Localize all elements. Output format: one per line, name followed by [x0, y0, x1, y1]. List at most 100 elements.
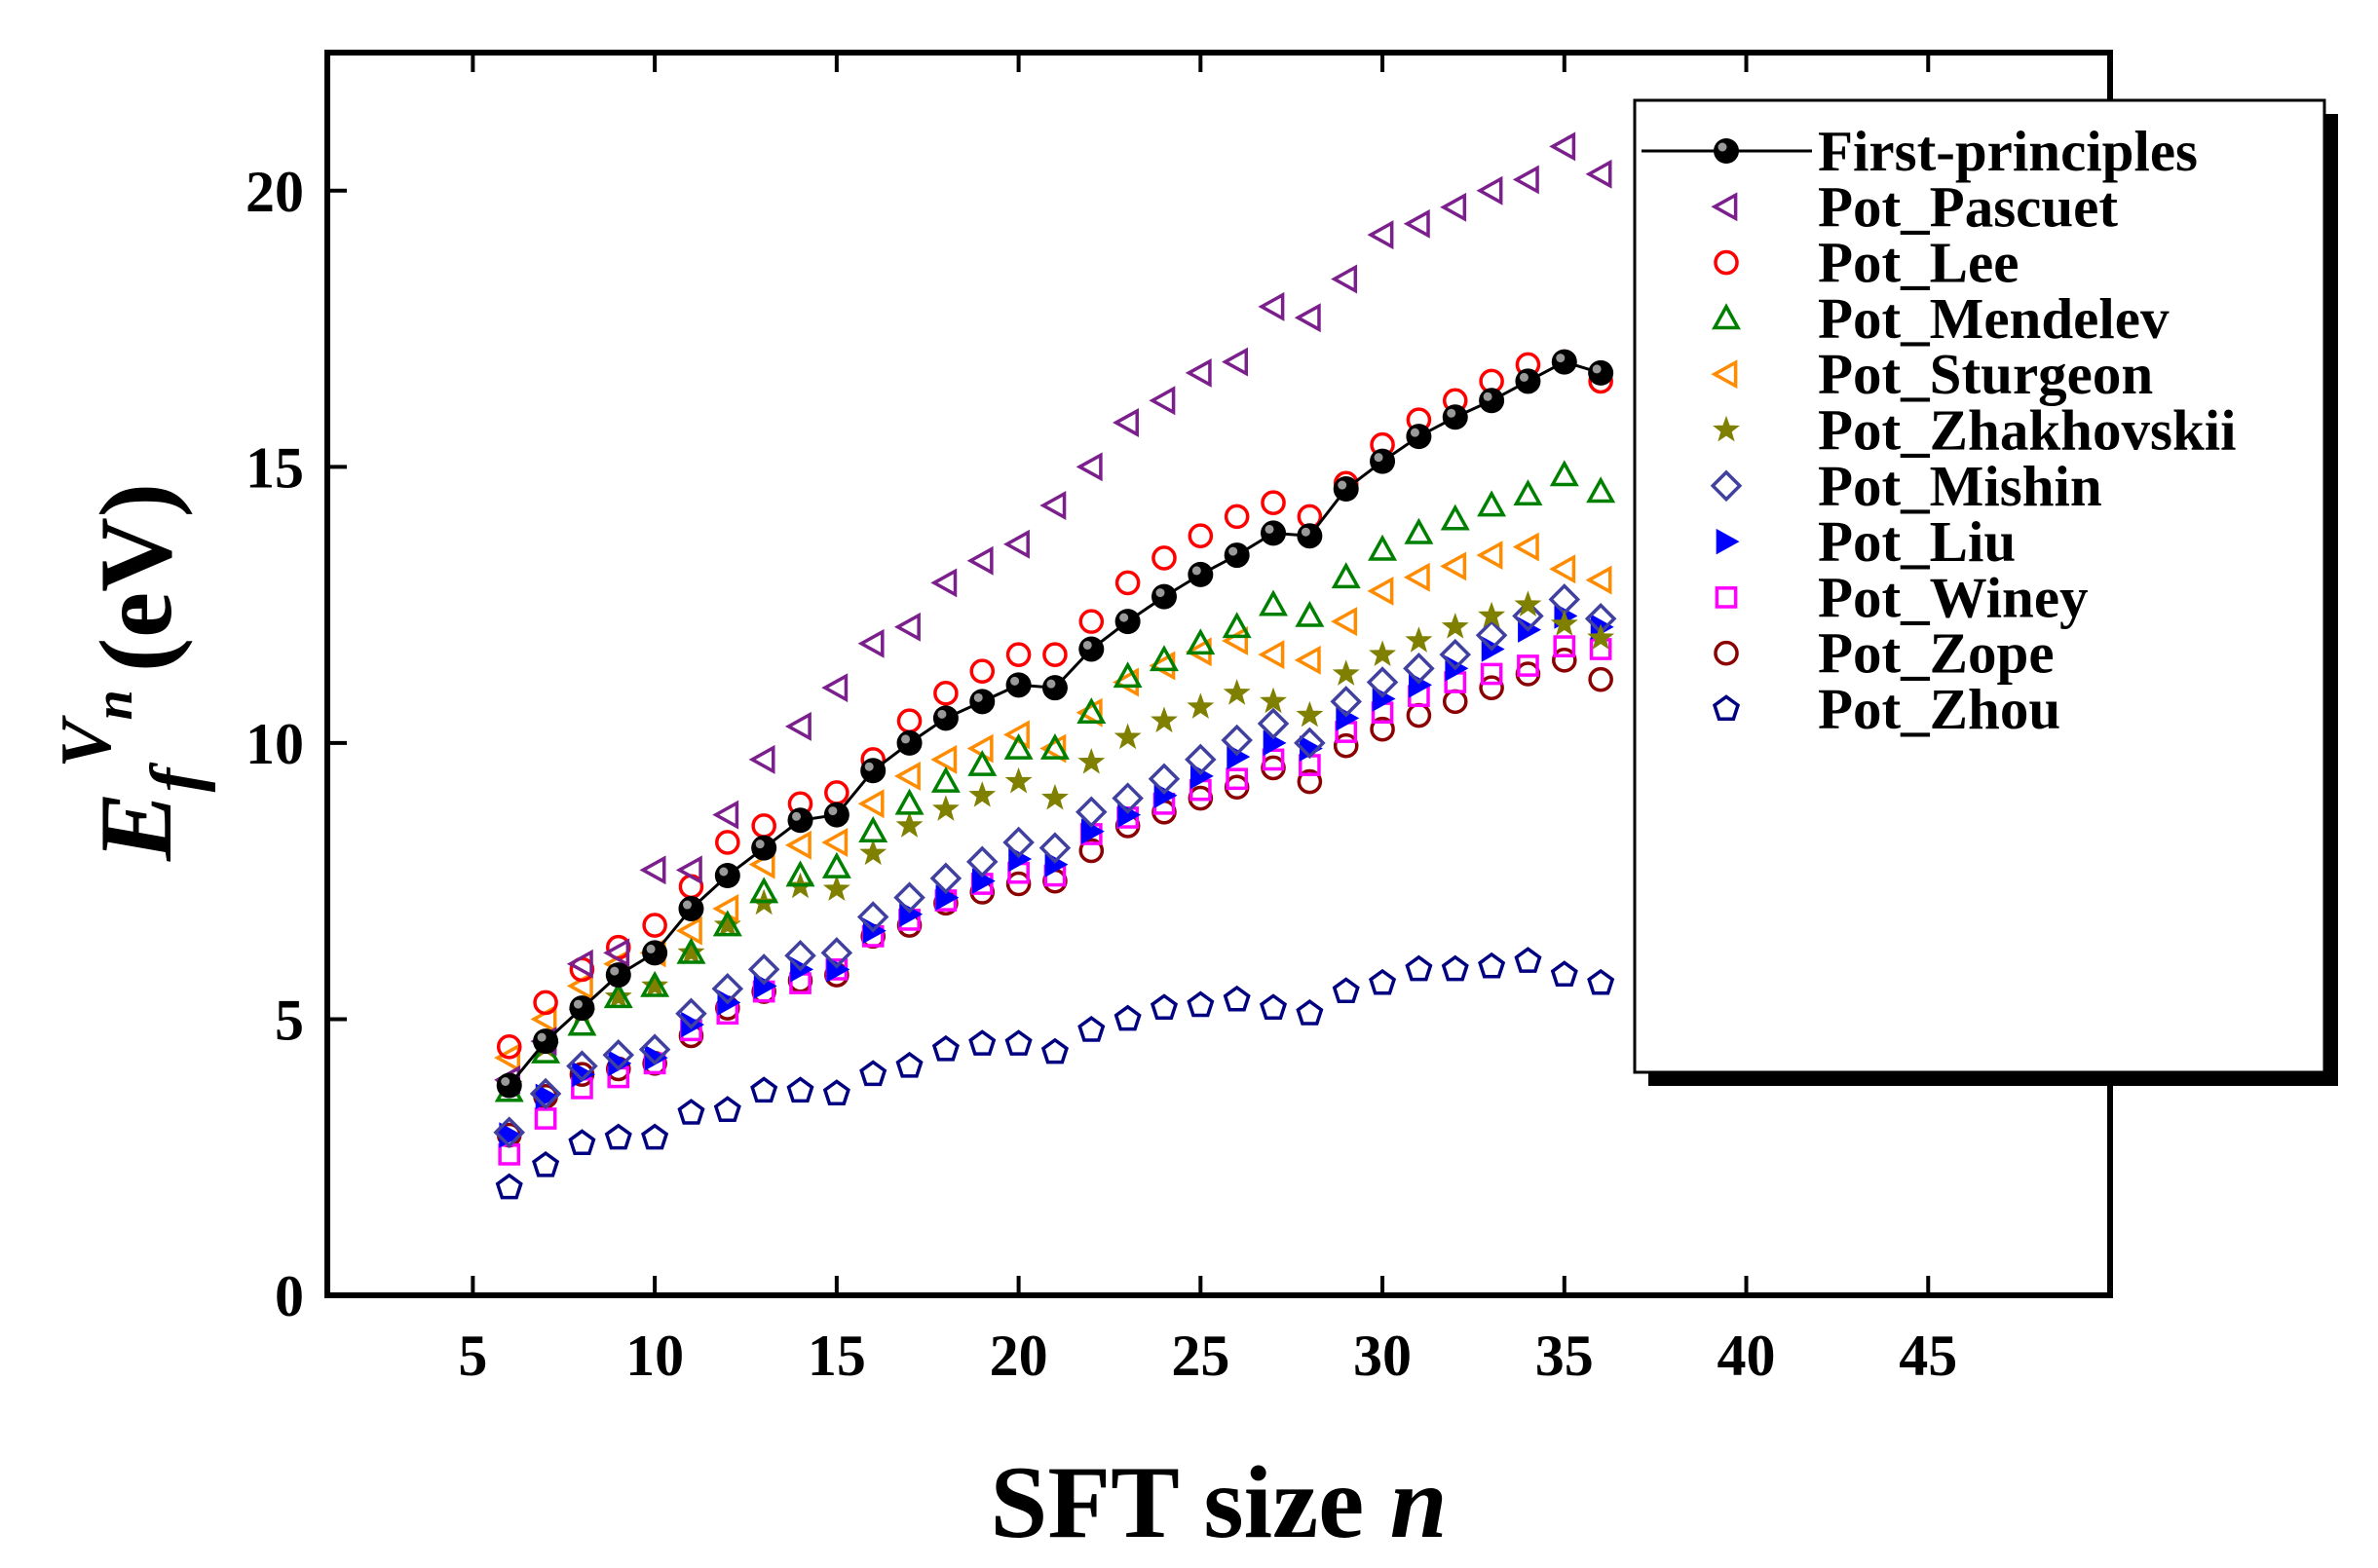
first-principles-line — [508, 359, 1602, 1087]
point-pot-lee — [896, 708, 923, 733]
series-first-principles — [496, 349, 1614, 1099]
point-pot-mishin — [1475, 619, 1508, 652]
point-pot-mishin — [675, 997, 707, 1030]
point-pot-lee — [1224, 504, 1250, 530]
y-tick-label: 20 — [245, 160, 304, 224]
legend-box — [1633, 98, 2326, 1074]
series-pot-zhou — [495, 947, 1615, 1200]
point-pot-mishin — [1512, 600, 1544, 632]
point-first-principles — [1261, 520, 1287, 546]
legend-marker-pot-lee — [1714, 249, 1739, 276]
point-pot-pascuet — [566, 949, 593, 979]
x-tick-label: 35 — [1535, 1324, 1594, 1388]
point-first-principles — [1370, 448, 1396, 474]
point-pot-sturgeon — [821, 827, 849, 857]
point-pot-zhou — [1259, 993, 1288, 1021]
point-pot-zhou — [641, 1123, 669, 1150]
y-tick-label: 5 — [275, 988, 304, 1052]
point-pot-pascuet — [639, 855, 666, 885]
point-pot-zhou — [750, 1076, 778, 1103]
legend-item-pot-zhou: Pot_Zhou — [1712, 677, 2060, 741]
point-pot-zhou — [1296, 999, 1324, 1026]
x-tick-label: 10 — [625, 1324, 684, 1388]
point-pot-mishin — [1002, 826, 1035, 859]
point-pot-zhakhovskii — [1550, 610, 1578, 636]
point-first-principles — [1515, 368, 1541, 394]
point-first-principles — [678, 896, 704, 922]
point-pot-zhakhovskii — [1441, 613, 1469, 639]
legend-marker-pot-zope — [1714, 640, 1739, 666]
point-pot-zhou — [895, 1051, 924, 1078]
point-pot-zhakhovskii — [604, 983, 632, 1009]
point-pot-pascuet — [1331, 264, 1358, 294]
point-pot-mishin — [1148, 763, 1181, 796]
point-first-principles — [1551, 349, 1577, 375]
point-pot-pascuet — [784, 711, 812, 741]
data-layer — [493, 131, 1617, 1200]
point-pot-mishin — [1366, 666, 1399, 698]
legend-label: Pot_Mishin — [1818, 454, 2102, 518]
point-pot-lee — [1188, 523, 1214, 549]
point-first-principles — [1224, 542, 1250, 569]
series-pot-winey — [498, 635, 1612, 1166]
point-pot-zhou — [786, 1076, 814, 1103]
point-first-principles — [1005, 672, 1032, 698]
point-pot-mendelev — [1440, 504, 1470, 531]
point-first-principles — [787, 807, 813, 834]
point-pot-pascuet — [1440, 192, 1467, 222]
point-pot-sturgeon — [1002, 720, 1030, 750]
point-pot-zope — [1078, 838, 1105, 864]
point-pot-mendelev — [1259, 589, 1288, 616]
point-first-principles — [642, 940, 668, 966]
point-pot-sturgeon — [784, 830, 812, 860]
legend-item-pot-lee: Pot_Lee — [1714, 231, 2019, 295]
x-axis-title: SFT size n — [990, 1445, 1447, 1559]
point-pot-pascuet — [1113, 407, 1139, 437]
legend-items: First-principlesPot_PascuetPot_LeePot_Me… — [1642, 119, 2237, 741]
point-pot-zhakhovskii — [968, 781, 997, 807]
point-pot-pascuet — [1149, 386, 1176, 416]
point-pot-lee — [1114, 570, 1141, 596]
point-pot-mendelev — [1222, 612, 1252, 639]
point-first-principles — [605, 962, 631, 989]
point-first-principles — [1297, 523, 1323, 549]
legend-marker-pot-zhou — [1712, 694, 1741, 721]
legend-item-pot-mishin: Pot_Mishin — [1710, 454, 2102, 518]
point-first-principles — [714, 862, 740, 888]
point-pot-zhakhovskii — [1296, 700, 1324, 728]
point-pot-mendelev — [1513, 479, 1543, 506]
point-pot-sturgeon — [675, 915, 702, 946]
series-pot-mishin — [493, 583, 1617, 1148]
legend-label: Pot_Lee — [1818, 231, 2019, 295]
point-pot-lee — [496, 1034, 522, 1060]
legend-label: Pot_Mendelev — [1818, 286, 2170, 351]
point-pot-mendelev — [712, 910, 742, 937]
point-first-principles — [1333, 476, 1359, 503]
point-pot-lee — [1261, 490, 1286, 515]
point-pot-pascuet — [1476, 175, 1503, 205]
legend-marker-pot-mendelev — [1712, 303, 1741, 330]
point-first-principles — [1188, 561, 1214, 587]
y-axis-title-supsub: n — [84, 690, 144, 720]
legend-label: Pot_Liu — [1818, 509, 2016, 574]
point-pot-sturgeon — [857, 789, 885, 819]
point-pot-zhakhovskii — [1040, 783, 1069, 810]
point-pot-zhou — [1332, 977, 1360, 1004]
point-pot-winey — [1226, 767, 1249, 791]
point-pot-lee — [533, 989, 558, 1016]
point-pot-lee — [1078, 609, 1105, 634]
point-first-principles — [1041, 675, 1068, 701]
legend-marker-pot-liu — [1716, 528, 1740, 555]
point-pot-mishin — [1076, 796, 1108, 829]
point-pot-zope — [1333, 732, 1359, 759]
point-pot-lee — [933, 681, 959, 706]
point-pot-pascuet — [1185, 357, 1212, 388]
point-pot-pascuet — [857, 628, 885, 658]
point-pot-mendelev — [967, 749, 998, 776]
point-pot-sturgeon — [1294, 645, 1321, 675]
series-pot-mendelev — [494, 460, 1616, 1102]
point-pot-mishin — [1221, 724, 1253, 757]
point-pot-lee — [969, 658, 996, 684]
point-pot-mendelev — [567, 1009, 597, 1036]
legend-item-pot-pascuet: Pot_Pascuet — [1711, 174, 2118, 239]
